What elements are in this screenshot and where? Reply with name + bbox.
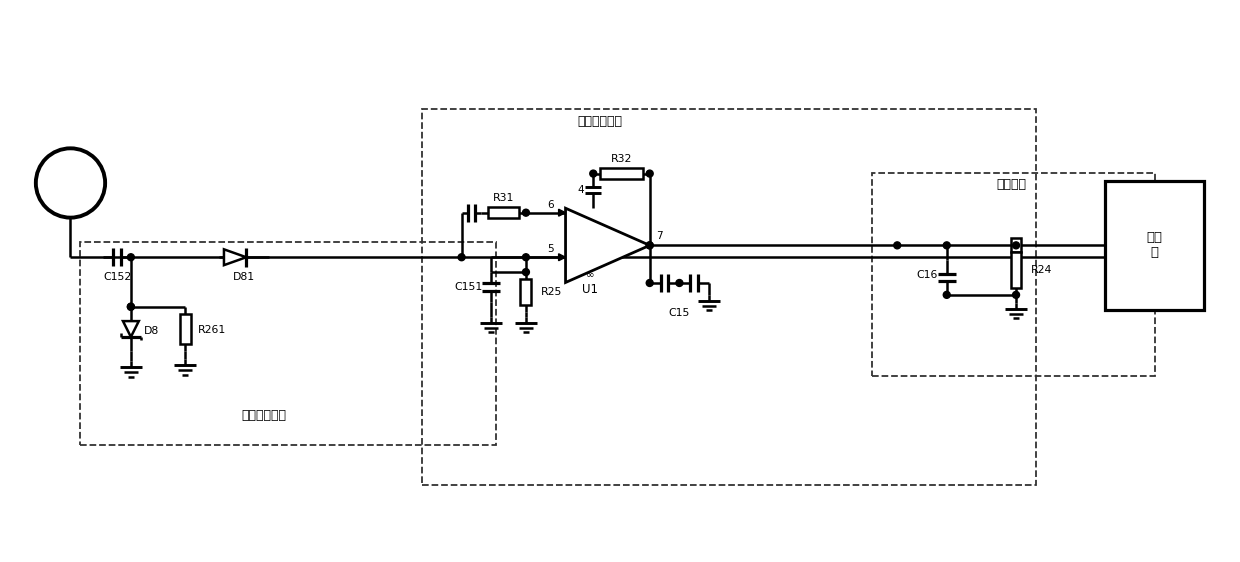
Circle shape — [522, 254, 529, 261]
Text: 金属
电极: 金属 电极 — [63, 167, 77, 195]
Bar — [180, 314, 191, 345]
Bar — [422, 108, 1035, 485]
Text: U1: U1 — [583, 283, 598, 296]
Circle shape — [1013, 242, 1019, 249]
Text: C151: C151 — [454, 282, 482, 292]
Bar — [600, 168, 642, 179]
Circle shape — [36, 148, 105, 217]
Circle shape — [646, 242, 653, 249]
Text: 7: 7 — [656, 232, 663, 242]
Bar — [1011, 252, 1022, 288]
Polygon shape — [123, 321, 139, 337]
Text: D8: D8 — [144, 327, 159, 337]
Circle shape — [128, 303, 134, 310]
Text: R25: R25 — [541, 287, 562, 297]
Circle shape — [646, 242, 653, 249]
Text: −: − — [570, 224, 583, 238]
Text: 6: 6 — [547, 200, 554, 210]
Text: 4: 4 — [577, 185, 584, 196]
Bar — [873, 173, 1154, 376]
Text: 5: 5 — [547, 244, 554, 255]
Circle shape — [894, 242, 900, 249]
Text: R31: R31 — [494, 193, 515, 203]
Text: C152: C152 — [103, 272, 131, 282]
Circle shape — [944, 242, 950, 249]
Polygon shape — [224, 250, 247, 265]
Text: 单片
机: 单片 机 — [1147, 232, 1163, 259]
Bar — [81, 242, 496, 445]
Bar — [1105, 181, 1204, 310]
Text: R32: R32 — [611, 154, 632, 164]
Polygon shape — [558, 254, 565, 261]
Text: R24: R24 — [1030, 265, 1053, 275]
Text: +: + — [570, 252, 583, 266]
Text: C15: C15 — [668, 307, 691, 318]
Bar — [1011, 238, 1022, 252]
Circle shape — [128, 254, 134, 261]
Circle shape — [944, 291, 950, 298]
Circle shape — [458, 254, 465, 261]
Circle shape — [590, 171, 596, 176]
Bar — [521, 279, 532, 305]
Text: C16: C16 — [916, 270, 937, 280]
Circle shape — [1013, 291, 1019, 298]
Circle shape — [676, 279, 683, 287]
Bar — [489, 207, 520, 218]
Circle shape — [590, 170, 596, 177]
Polygon shape — [558, 209, 565, 216]
Circle shape — [522, 209, 529, 216]
Text: 整流滤波电路: 整流滤波电路 — [241, 409, 286, 422]
Circle shape — [646, 279, 653, 287]
Text: D81: D81 — [233, 272, 254, 282]
Circle shape — [128, 303, 134, 310]
Text: ∞: ∞ — [587, 270, 595, 280]
Polygon shape — [565, 209, 650, 283]
Circle shape — [646, 170, 653, 177]
Circle shape — [522, 269, 529, 275]
Text: 信号放大电路: 信号放大电路 — [578, 115, 622, 128]
Text: R261: R261 — [198, 324, 227, 334]
Text: 滤波电路: 滤波电路 — [996, 179, 1025, 192]
